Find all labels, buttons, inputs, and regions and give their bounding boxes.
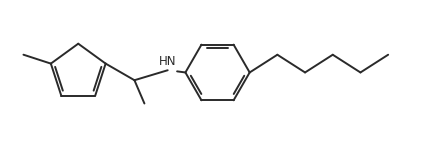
Text: HN: HN [159,55,176,68]
